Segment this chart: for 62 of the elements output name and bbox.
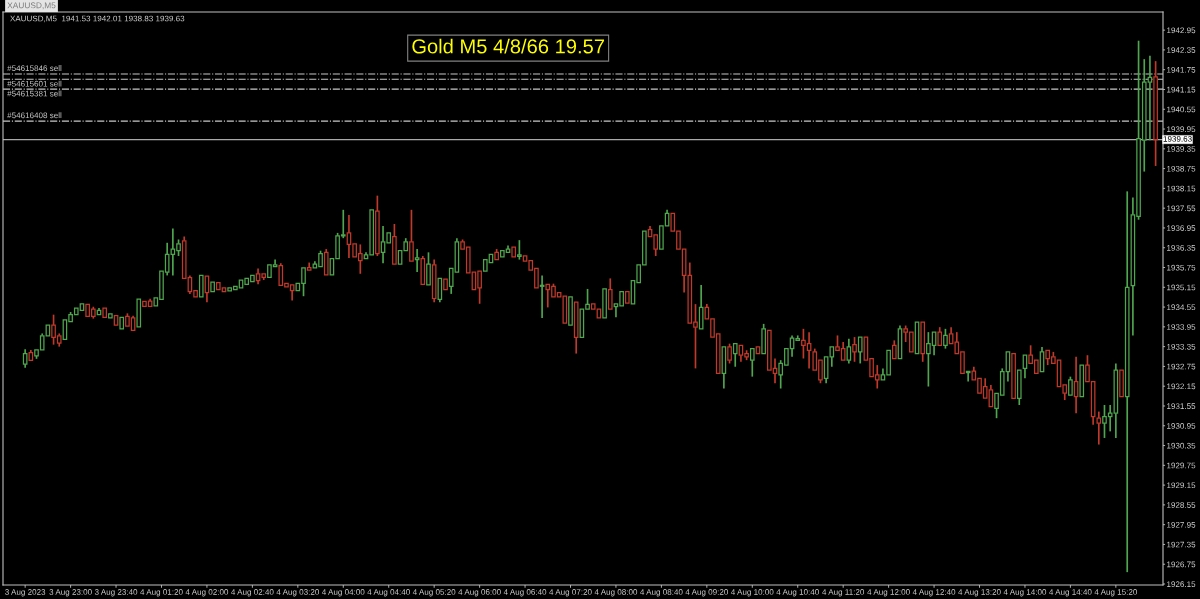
ref-line-label: #54615846 sell [7,65,62,71]
y-tick-label: 1927.95 [1167,521,1196,528]
x-tick-label: 4 Aug 05:20 [412,589,456,597]
y-tick-label: 1933.95 [1167,324,1196,330]
x-tick-label: 4 Aug 10:40 [776,589,819,597]
x-tick-label: 3 Aug 23:40 [94,589,138,597]
x-tick-label: 4 Aug 13:20 [958,589,1001,597]
y-tick-label: 1934.55 [1167,304,1196,311]
y-tick-label: 1940.55 [1167,106,1196,113]
x-tick-label: 4 Aug 08:00 [594,589,638,597]
y-tick-label: 1939.35 [1167,146,1196,152]
y-tick-label: 1942.95 [1167,27,1196,34]
ref-line-label: #54615381 sell [7,90,62,97]
y-tick-label: 1938.75 [1167,165,1196,172]
y-tick-label: 1926.15 [1167,581,1196,588]
y-tick-label: 1930.35 [1167,442,1196,449]
x-tick-label: 4 Aug 14:00 [1003,589,1047,597]
x-tick-label: 4 Aug 02:40 [231,589,274,597]
x-tick-label: 4 Aug 09:20 [685,589,729,597]
y-tick-label: 1939.95 [1167,126,1196,133]
x-tick-label: 3 Aug 2023 [5,589,46,597]
y-tick-label: 1928.55 [1167,502,1196,508]
x-tick-label: 4 Aug 15:20 [1094,589,1138,597]
y-tick-label: 1929.75 [1167,462,1196,469]
x-tick-label: 4 Aug 03:20 [276,589,320,597]
y-tick-label: 1941.75 [1167,66,1196,73]
y-tick-label: 1936.95 [1167,225,1196,231]
y-tick-label: 1941.15 [1167,86,1196,93]
x-tick-label: 4 Aug 08:40 [640,589,683,597]
y-tick-label: 1927.35 [1167,541,1196,548]
annotation: Gold M5 4/8/66 19.57 [412,38,604,54]
x-tick-label: 4 Aug 04:40 [367,589,410,597]
y-tick-label: 1929.15 [1167,482,1196,489]
chart-title: XAUUSD,M5 [7,2,56,10]
x-tick-label: 4 Aug 01:20 [140,589,183,597]
x-tick-label: 4 Aug 10:00 [730,589,774,597]
y-tick-label: 1937.55 [1167,205,1196,212]
y-tick-label: 1938.15 [1167,185,1196,192]
y-tick-label: 1932.75 [1167,363,1196,370]
y-tick-label: 1935.15 [1167,284,1196,291]
y-tick-label: 1942.35 [1167,47,1196,53]
x-tick-label: 4 Aug 02:00 [185,589,229,597]
y-tick-label: 1930.95 [1167,423,1196,429]
chart-subtitle: XAUUSD,M5 1941.53 1942.01 1938.83 1939.63 [10,15,185,23]
y-tick-label: 1926.75 [1167,561,1196,568]
x-tick-label: 4 Aug 12:40 [912,589,956,597]
x-tick-label: 3 Aug 23:00 [49,589,92,597]
x-tick-label: 4 Aug 14:40 [1049,589,1092,597]
x-tick-label: 4 Aug 04:00 [321,589,365,597]
y-tick-label: 1936.35 [1167,245,1196,251]
y-tick-label: 1931.55 [1167,403,1196,409]
ref-line-label: #54616408 sell [7,112,62,119]
x-tick-label: 4 Aug 07:20 [549,589,592,597]
x-tick-label: 4 Aug 11:20 [822,589,865,597]
x-tick-label: 4 Aug 12:00 [867,589,910,597]
x-tick-label: 4 Aug 06:00 [458,589,501,597]
y-tick-label: 1932.15 [1167,383,1196,390]
y-tick-label: 1933.35 [1167,343,1196,350]
ref-line-label: 1939.63 [1163,136,1192,142]
x-tick-label: 4 Aug 06:40 [503,589,547,597]
y-tick-label: 1935.75 [1167,264,1196,271]
ref-line-label: #54615601 sell [7,80,62,87]
